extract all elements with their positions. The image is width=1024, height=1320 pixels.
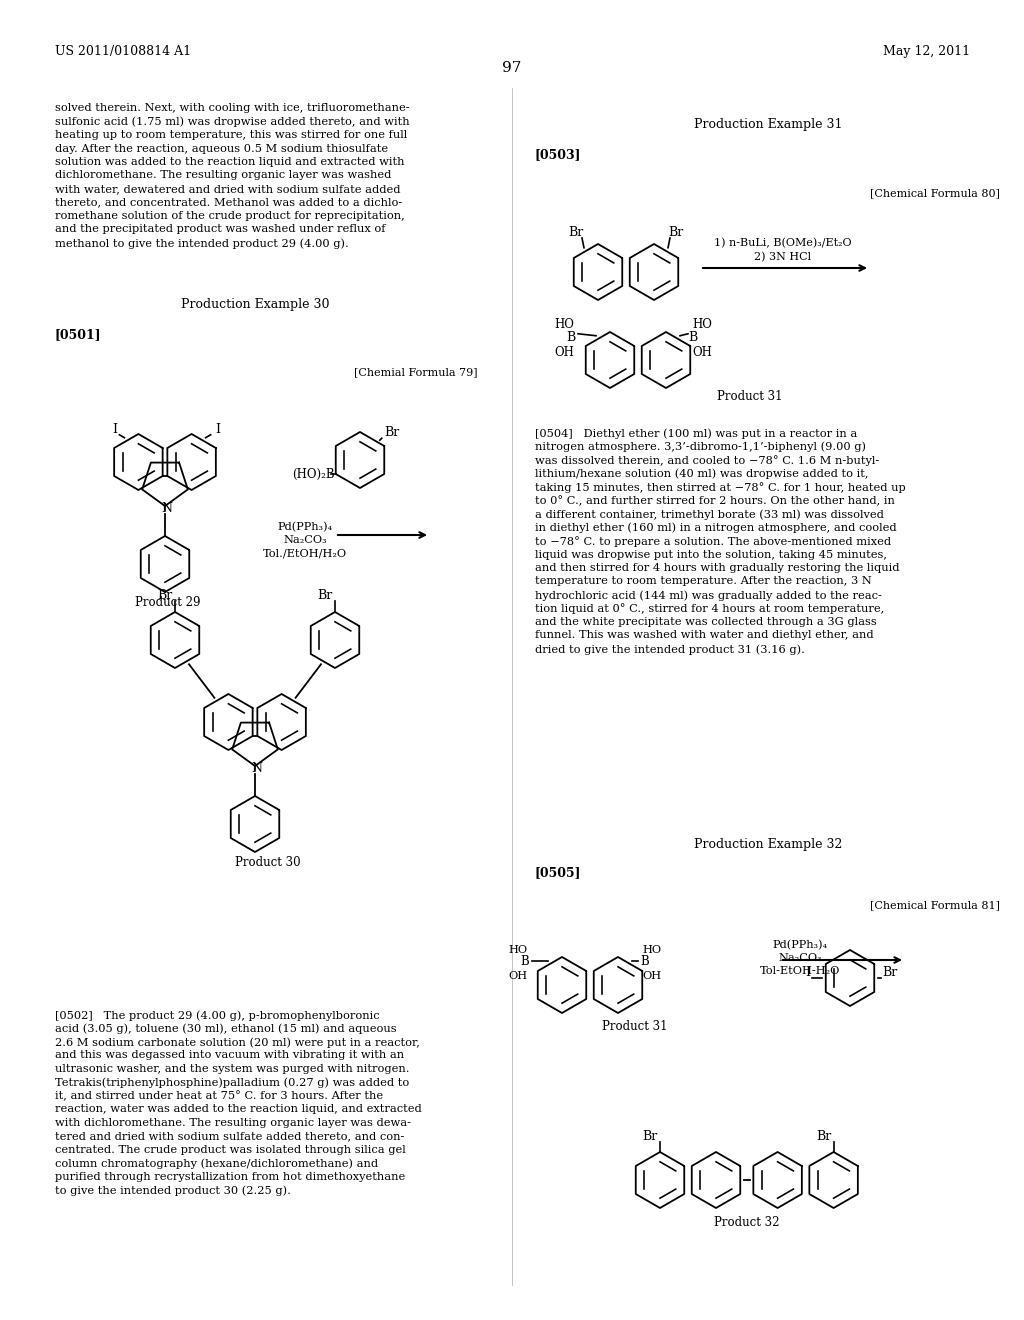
Text: Pd(PPh₃)₄: Pd(PPh₃)₄ xyxy=(278,521,333,532)
Text: hydrochloric acid (144 ml) was gradually added to the reac-: hydrochloric acid (144 ml) was gradually… xyxy=(535,590,882,601)
Text: [0501]: [0501] xyxy=(55,327,101,341)
Text: centrated. The crude product was isolated through silica gel: centrated. The crude product was isolate… xyxy=(55,1144,406,1155)
Text: Br: Br xyxy=(816,1130,831,1143)
Text: [Chemical Formula 80]: [Chemical Formula 80] xyxy=(870,187,1000,198)
Text: to give the intended product 30 (2.25 g).: to give the intended product 30 (2.25 g)… xyxy=(55,1185,291,1196)
Text: heating up to room temperature, this was stirred for one full: heating up to room temperature, this was… xyxy=(55,129,408,140)
Text: purified through recrystallization from hot dimethoxyethane: purified through recrystallization from … xyxy=(55,1172,406,1181)
Text: OH: OH xyxy=(554,346,573,359)
Text: solution was added to the reaction liquid and extracted with: solution was added to the reaction liqui… xyxy=(55,157,404,168)
Text: 1) n-BuLi, B(OMe)₃/Et₂O: 1) n-BuLi, B(OMe)₃/Et₂O xyxy=(714,238,852,248)
Text: Br: Br xyxy=(642,1130,657,1143)
Text: Pd(PPh₃)₄: Pd(PPh₃)₄ xyxy=(772,940,827,950)
Text: (HO)₂B: (HO)₂B xyxy=(292,469,335,480)
Text: Tol-EtOH-H₂O: Tol-EtOH-H₂O xyxy=(760,966,840,975)
Text: B: B xyxy=(640,954,649,968)
Text: B: B xyxy=(688,331,697,343)
Text: [0502]   The product 29 (4.00 g), p-bromophenylboronic: [0502] The product 29 (4.00 g), p-bromop… xyxy=(55,1010,380,1020)
Text: dichloromethane. The resulting organic layer was washed: dichloromethane. The resulting organic l… xyxy=(55,170,391,181)
Text: I: I xyxy=(112,422,117,436)
Text: in diethyl ether (160 ml) in a nitrogen atmosphere, and cooled: in diethyl ether (160 ml) in a nitrogen … xyxy=(535,523,897,533)
Text: tion liquid at 0° C., stirred for 4 hours at room temperature,: tion liquid at 0° C., stirred for 4 hour… xyxy=(535,603,885,614)
Text: HO: HO xyxy=(642,945,662,954)
Text: N: N xyxy=(251,762,262,775)
Text: Product 32: Product 32 xyxy=(714,1216,779,1229)
Text: Na₂CO₃: Na₂CO₃ xyxy=(284,535,327,545)
Text: Br: Br xyxy=(317,589,333,602)
Text: funnel. This was washed with water and diethyl ether, and: funnel. This was washed with water and d… xyxy=(535,631,873,640)
Text: Br: Br xyxy=(568,226,584,239)
Text: with water, dewatered and dried with sodium sulfate added: with water, dewatered and dried with sod… xyxy=(55,183,400,194)
Text: [0505]: [0505] xyxy=(535,866,582,879)
Text: Product 31: Product 31 xyxy=(717,389,782,403)
Text: 97: 97 xyxy=(503,61,521,75)
Text: B: B xyxy=(566,331,575,343)
Text: Tol./EtOH/H₂O: Tol./EtOH/H₂O xyxy=(263,548,347,558)
Text: to 0° C., and further stirred for 2 hours. On the other hand, in: to 0° C., and further stirred for 2 hour… xyxy=(535,495,895,506)
Text: US 2011/0108814 A1: US 2011/0108814 A1 xyxy=(55,45,191,58)
Text: thereto, and concentrated. Methanol was added to a dichlo-: thereto, and concentrated. Methanol was … xyxy=(55,198,402,207)
Text: Product 30: Product 30 xyxy=(234,855,301,869)
Text: Product 31: Product 31 xyxy=(602,1020,668,1034)
Text: 2) 3N HCl: 2) 3N HCl xyxy=(755,252,812,261)
Text: B: B xyxy=(520,954,528,968)
Text: a different container, trimethyl borate (33 ml) was dissolved: a different container, trimethyl borate … xyxy=(535,510,884,520)
Text: Tetrakis(triphenylphosphine)palladium (0.27 g) was added to: Tetrakis(triphenylphosphine)palladium (0… xyxy=(55,1077,410,1088)
Text: with dichloromethane. The resulting organic layer was dewa-: with dichloromethane. The resulting orga… xyxy=(55,1118,411,1129)
Text: sulfonic acid (1.75 ml) was dropwise added thereto, and with: sulfonic acid (1.75 ml) was dropwise add… xyxy=(55,116,410,127)
Text: [Chemial Formula 79]: [Chemial Formula 79] xyxy=(354,367,478,378)
Text: Production Example 30: Production Example 30 xyxy=(181,298,330,312)
Text: OH: OH xyxy=(692,346,712,359)
Text: and then stirred for 4 hours with gradually restoring the liquid: and then stirred for 4 hours with gradua… xyxy=(535,564,899,573)
Text: Production Example 31: Production Example 31 xyxy=(693,117,843,131)
Text: OH: OH xyxy=(642,970,662,981)
Text: HO: HO xyxy=(554,318,573,331)
Text: day. After the reaction, aqueous 0.5 M sodium thiosulfate: day. After the reaction, aqueous 0.5 M s… xyxy=(55,144,388,153)
Text: OH: OH xyxy=(508,970,527,981)
Text: liquid was dropwise put into the solution, taking 45 minutes,: liquid was dropwise put into the solutio… xyxy=(535,549,887,560)
Text: Na₂CO₃: Na₂CO₃ xyxy=(778,953,822,964)
Text: Br: Br xyxy=(882,966,897,979)
Text: and this was degassed into vacuum with vibrating it with an: and this was degassed into vacuum with v… xyxy=(55,1051,404,1060)
Text: reaction, water was added to the reaction liquid, and extracted: reaction, water was added to the reactio… xyxy=(55,1105,422,1114)
Text: ultrasonic washer, and the system was purged with nitrogen.: ultrasonic washer, and the system was pu… xyxy=(55,1064,410,1074)
Text: I: I xyxy=(215,422,220,436)
Text: taking 15 minutes, then stirred at −78° C. for 1 hour, heated up: taking 15 minutes, then stirred at −78° … xyxy=(535,482,906,492)
Text: I: I xyxy=(806,966,811,979)
Text: temperature to room temperature. After the reaction, 3 N: temperature to room temperature. After t… xyxy=(535,577,871,586)
Text: May 12, 2011: May 12, 2011 xyxy=(883,45,970,58)
Text: [Chemical Formula 81]: [Chemical Formula 81] xyxy=(870,900,1000,909)
Text: nitrogen atmosphere. 3,3’-dibromo-1,1’-biphenyl (9.00 g): nitrogen atmosphere. 3,3’-dibromo-1,1’-b… xyxy=(535,441,866,451)
Text: N: N xyxy=(161,502,172,515)
Text: Br: Br xyxy=(384,426,399,440)
Text: column chromatography (hexane/dichloromethane) and: column chromatography (hexane/dichlorome… xyxy=(55,1159,378,1170)
Text: acid (3.05 g), toluene (30 ml), ethanol (15 ml) and aqueous: acid (3.05 g), toluene (30 ml), ethanol … xyxy=(55,1023,396,1034)
Text: [0504]   Diethyl ether (100 ml) was put in a reactor in a: [0504] Diethyl ether (100 ml) was put in… xyxy=(535,428,857,438)
Text: tered and dried with sodium sulfate added thereto, and con-: tered and dried with sodium sulfate adde… xyxy=(55,1131,404,1142)
Text: Br: Br xyxy=(669,226,684,239)
Text: and the white precipitate was collected through a 3G glass: and the white precipitate was collected … xyxy=(535,616,877,627)
Text: solved therein. Next, with cooling with ice, trifluoromethane-: solved therein. Next, with cooling with … xyxy=(55,103,410,114)
Text: 2.6 M sodium carbonate solution (20 ml) were put in a reactor,: 2.6 M sodium carbonate solution (20 ml) … xyxy=(55,1038,420,1048)
Text: HO: HO xyxy=(508,945,527,954)
Text: lithium/hexane solution (40 ml) was dropwise added to it,: lithium/hexane solution (40 ml) was drop… xyxy=(535,469,868,479)
Text: to −78° C. to prepare a solution. The above-mentioned mixed: to −78° C. to prepare a solution. The ab… xyxy=(535,536,891,546)
Text: was dissolved therein, and cooled to −78° C. 1.6 M n-butyl-: was dissolved therein, and cooled to −78… xyxy=(535,455,880,466)
Text: dried to give the intended product 31 (3.16 g).: dried to give the intended product 31 (3… xyxy=(535,644,805,655)
Text: romethane solution of the crude product for reprecipitation,: romethane solution of the crude product … xyxy=(55,211,404,220)
Text: and the precipitated product was washed under reflux of: and the precipitated product was washed … xyxy=(55,224,385,235)
Text: Production Example 32: Production Example 32 xyxy=(694,838,842,851)
Text: it, and stirred under heat at 75° C. for 3 hours. After the: it, and stirred under heat at 75° C. for… xyxy=(55,1092,383,1102)
Text: HO: HO xyxy=(692,318,712,331)
Text: Product 29: Product 29 xyxy=(135,597,201,609)
Text: [0503]: [0503] xyxy=(535,148,582,161)
Text: Br: Br xyxy=(158,589,173,602)
Text: methanol to give the intended product 29 (4.00 g).: methanol to give the intended product 29… xyxy=(55,238,349,248)
